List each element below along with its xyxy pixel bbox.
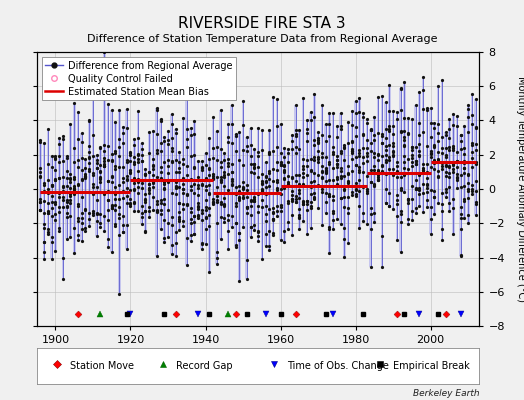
Text: Record Gap: Record Gap bbox=[176, 361, 233, 371]
Text: Berkeley Earth: Berkeley Earth bbox=[413, 389, 479, 398]
Y-axis label: Monthly Temperature Anomaly Difference (°C): Monthly Temperature Anomaly Difference (… bbox=[516, 76, 524, 302]
Text: Difference of Station Temperature Data from Regional Average: Difference of Station Temperature Data f… bbox=[87, 34, 437, 44]
Text: Station Move: Station Move bbox=[70, 361, 134, 371]
Text: Time of Obs. Change: Time of Obs. Change bbox=[287, 361, 389, 371]
Text: RIVERSIDE FIRE STA 3: RIVERSIDE FIRE STA 3 bbox=[178, 16, 346, 31]
Legend: Difference from Regional Average, Quality Control Failed, Estimated Station Mean: Difference from Regional Average, Qualit… bbox=[41, 57, 236, 100]
Text: Empirical Break: Empirical Break bbox=[393, 361, 470, 371]
